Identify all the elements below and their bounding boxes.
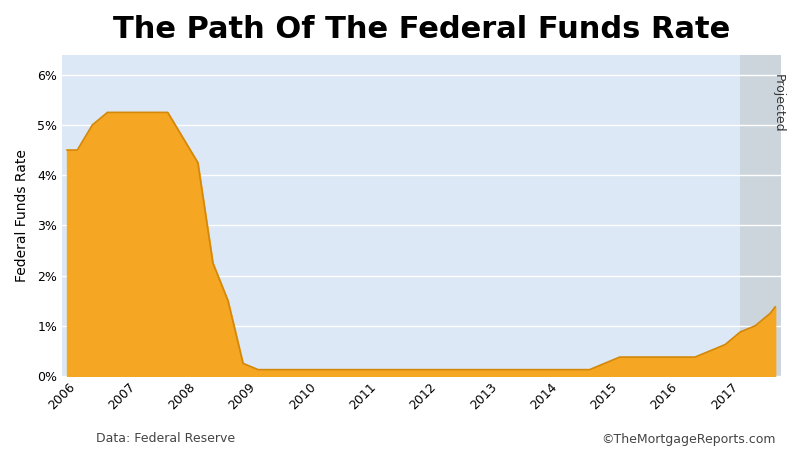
Bar (740, 54, 781, 376)
Text: ©TheMortgageReports.com: ©TheMortgageReports.com (602, 432, 776, 446)
Title: The Path Of The Federal Funds Rate: The Path Of The Federal Funds Rate (113, 15, 730, 44)
Text: Data: Federal Reserve: Data: Federal Reserve (96, 432, 235, 446)
Text: Projected: Projected (772, 74, 785, 133)
Y-axis label: Federal Funds Rate: Federal Funds Rate (15, 149, 29, 282)
